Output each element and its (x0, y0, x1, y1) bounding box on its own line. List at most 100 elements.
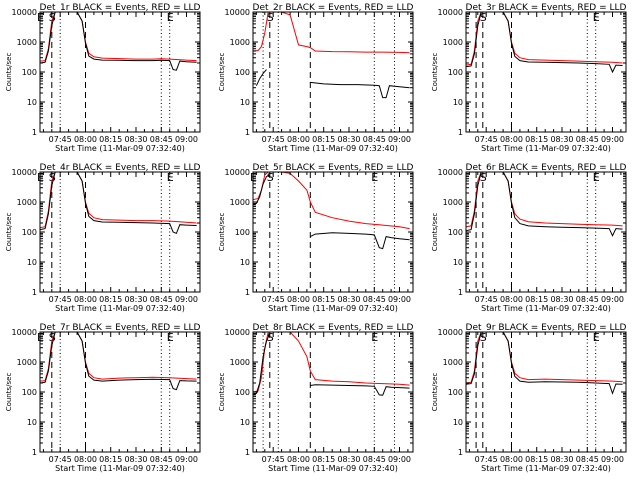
chart-title: Det_3r BLACK = Events, RED = LLD (466, 3, 627, 13)
x-tick-label: 09:00 (601, 295, 624, 304)
x-tick-label: 08:45 (363, 295, 386, 304)
x-tick-label: 09:00 (388, 295, 411, 304)
x-axis-label: Start Time (11-Mar-09 07:32:40) (55, 304, 185, 313)
x-tick-label: 07:45 (475, 455, 498, 464)
x-tick-label: 08:30 (337, 295, 360, 304)
events-series-line (466, 172, 623, 237)
x-tick-label: 08:15 (312, 455, 335, 464)
plot-frame (252, 171, 414, 293)
x-tick-label: 07:45 (262, 135, 285, 144)
y-axis-label: Counts/sec (5, 53, 13, 92)
plot-frame (39, 331, 201, 453)
x-tick-label: 07:45 (49, 135, 72, 144)
x-tick-label: 08:00 (500, 455, 523, 464)
y-tick-label: 1000 (443, 38, 463, 47)
event-marker-label: S (49, 11, 56, 24)
events-series-line (40, 332, 197, 391)
y-tick-label: 10 (240, 418, 250, 427)
event-marker-label: E (167, 11, 174, 24)
events-series-line (40, 172, 197, 235)
x-tick-label: 08:45 (363, 135, 386, 144)
x-tick-label: 08:15 (99, 135, 122, 144)
y-tick-label: 1000 (230, 198, 250, 207)
event-marker-label: S (480, 171, 487, 184)
x-tick-label: 08:00 (74, 135, 97, 144)
x-tick-label: 08:30 (124, 455, 147, 464)
event-marker-label: E (371, 171, 378, 184)
y-tick-label: 10 (240, 98, 250, 107)
x-axis-label: Start Time (11-Mar-09 07:32:40) (268, 464, 398, 473)
plot-frame (465, 331, 627, 453)
x-tick-label: 08:45 (576, 135, 599, 144)
plot-frame (39, 11, 201, 133)
x-axis-label: Start Time (11-Mar-09 07:32:40) (268, 144, 398, 153)
x-tick-label: 08:15 (525, 455, 548, 464)
y-tick-label: 1 (245, 448, 250, 457)
chart-title: Det_2r BLACK = Events, RED = LLD (253, 3, 414, 13)
series-group (466, 172, 623, 237)
event-marker-label: S (49, 171, 56, 184)
event-marker-label: E (593, 331, 600, 344)
y-tick-label: 1000 (230, 38, 250, 47)
plot-frame (39, 171, 201, 293)
series-group (40, 12, 197, 71)
y-tick-label: 1 (245, 128, 250, 137)
events-series-line (255, 69, 267, 86)
event-marker-label: S (267, 331, 274, 344)
plot-frame (465, 171, 627, 293)
y-tick-label: 10000 (438, 328, 463, 337)
x-tick-label: 08:00 (287, 295, 310, 304)
chart-title: Det_5r BLACK = Events, RED = LLD (253, 163, 414, 173)
y-axis-label: Counts/sec (218, 53, 226, 92)
x-tick-label: 09:00 (175, 295, 198, 304)
chart-title: Det_1r BLACK = Events, RED = LLD (40, 3, 201, 13)
x-tick-label: 08:45 (150, 295, 173, 304)
y-tick-label: 10 (27, 98, 37, 107)
y-tick-label: 10 (27, 418, 37, 427)
x-tick-label: 08:00 (287, 135, 310, 144)
x-tick-label: 08:00 (74, 295, 97, 304)
x-axis-label: Start Time (11-Mar-09 07:32:40) (55, 464, 185, 473)
x-axis-label: Start Time (11-Mar-09 07:32:40) (55, 144, 185, 153)
x-tick-label: 08:45 (576, 295, 599, 304)
x-tick-label: 08:45 (150, 455, 173, 464)
x-tick-label: 08:00 (74, 455, 97, 464)
series-group (466, 12, 623, 74)
y-tick-label: 10000 (12, 168, 37, 177)
y-tick-label: 1000 (443, 198, 463, 207)
events-series-line (466, 332, 623, 395)
lld-series-line (40, 12, 197, 62)
y-tick-label: 1000 (230, 358, 250, 367)
x-tick-label: 08:30 (124, 135, 147, 144)
y-tick-label: 10 (240, 258, 250, 267)
y-tick-label: 1 (458, 128, 463, 137)
plot-frame (465, 11, 627, 133)
y-tick-label: 100 (448, 228, 463, 237)
chart-title: Det_6r BLACK = Events, RED = LLD (466, 163, 627, 173)
x-tick-label: 08:30 (124, 295, 147, 304)
x-tick-label: 07:45 (49, 295, 72, 304)
event-marker-label: E (167, 171, 174, 184)
y-tick-label: 1 (245, 288, 250, 297)
y-tick-label: 1 (32, 128, 37, 137)
lld-series-line (253, 12, 410, 54)
x-tick-label: 08:45 (576, 455, 599, 464)
x-tick-label: 08:30 (337, 135, 360, 144)
y-axis-label: Counts/sec (218, 373, 226, 412)
events-series-line (310, 232, 410, 250)
y-tick-label: 10000 (12, 8, 37, 17)
x-tick-label: 08:15 (312, 295, 335, 304)
y-tick-label: 10 (453, 98, 463, 107)
x-tick-label: 08:30 (337, 455, 360, 464)
plot-frame (252, 331, 414, 453)
